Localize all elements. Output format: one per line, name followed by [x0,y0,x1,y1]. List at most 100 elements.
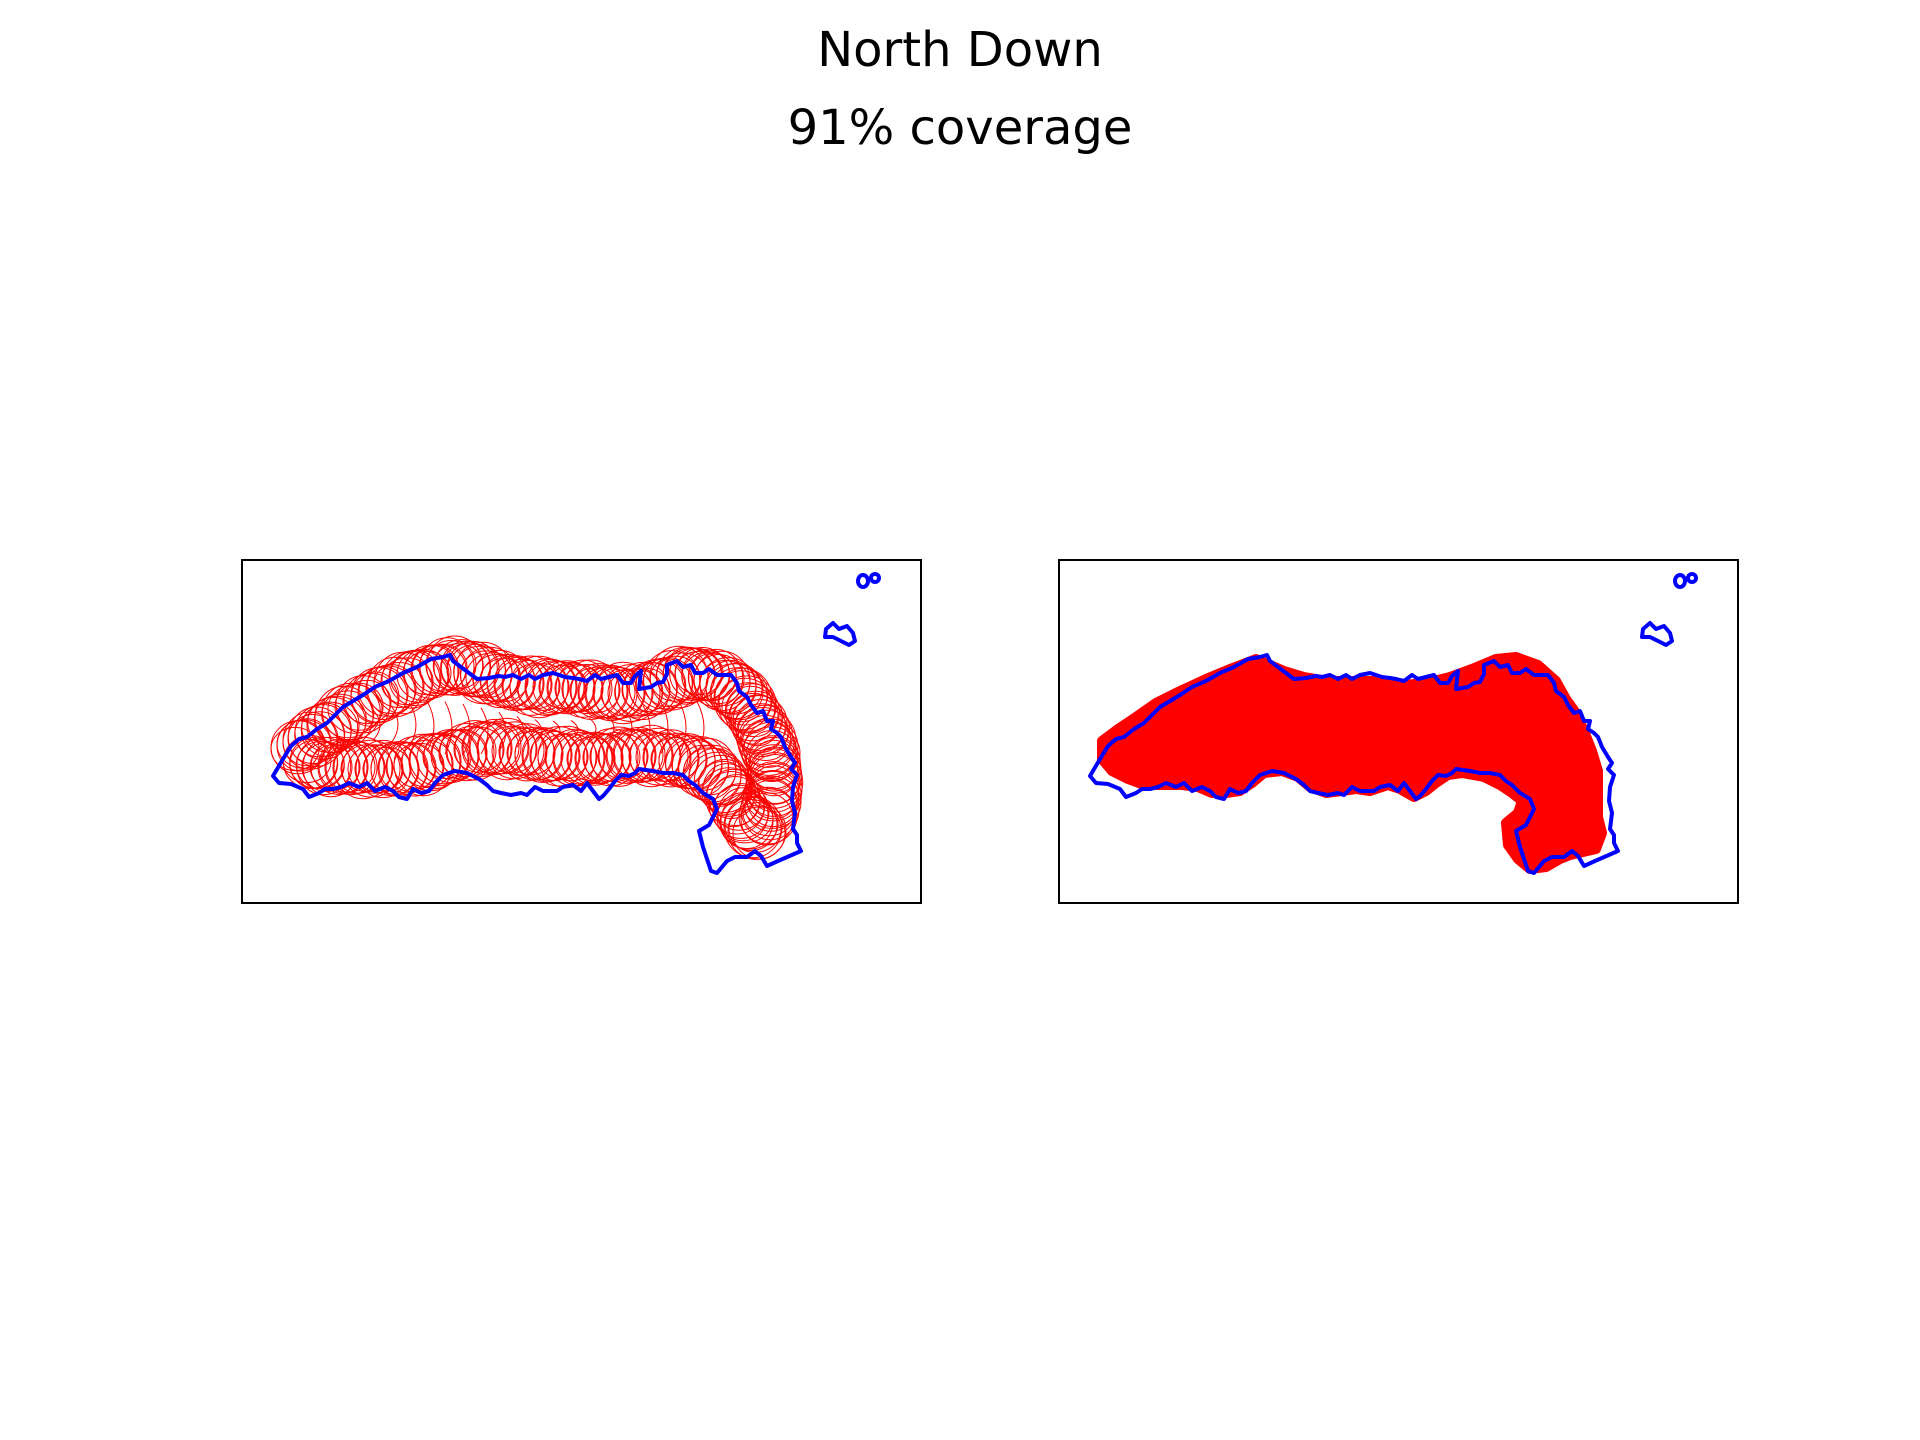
coverage-circle [377,741,429,796]
coverage-circle [327,684,383,734]
coverage-circle [733,703,791,755]
coverage-circle [729,692,779,738]
boundary-layer [271,572,881,875]
coverage-circle [620,729,674,782]
coverage-arc [696,701,705,755]
island-outline [1640,621,1674,647]
coverage-arc [624,709,633,747]
coverage-circle [333,736,393,800]
islet-outline [1673,573,1687,589]
coverage-circle [476,722,530,775]
coverage-circle [544,733,598,782]
coverage-circle [698,760,748,806]
coverage-circle [493,656,545,711]
coverage-circle [593,661,653,725]
coverage-circle [393,733,453,797]
coverage-circle [732,806,786,860]
coverage-circle [525,660,585,714]
coverage-circle [629,727,689,786]
coverage-circle [310,739,368,795]
coverage-circle [334,682,384,731]
coverage-circle [439,722,495,782]
coverage-arc [498,711,507,752]
map-right-svg [1088,572,1698,875]
coverage-circle [570,663,628,719]
coverage-circle [507,726,563,781]
coverage-circle [524,658,578,716]
coverage-circle [296,736,352,796]
island-outline [823,621,857,647]
coverage-arc [606,713,615,743]
coverage-area-layer [1097,652,1607,874]
coverage-arc [570,719,579,740]
coverage-circle [708,774,766,835]
coverage-circle [730,695,788,751]
boundary-layer [1088,572,1698,875]
coverage-arc [642,705,651,751]
coverage-arc [480,707,489,755]
coverage-circle [590,726,648,787]
coverage-circle [717,787,769,842]
merged-coverage-area [1097,652,1607,874]
coverage-circle [555,659,611,718]
coverage-circle [569,667,621,714]
coverage-arc [552,720,561,741]
coverage-circle [341,739,401,798]
coverage-arc [660,702,669,754]
boundary-outline [271,653,803,875]
coverage-circle [321,690,375,739]
coverage-arc [372,709,381,741]
coverage-circle [739,718,799,776]
coverage-circle [585,666,645,720]
coverage-circle [749,748,799,797]
coverage-circle [726,685,776,734]
coverage-circle [723,795,783,859]
coverage-circle [724,683,780,742]
coverage-circle [454,721,512,777]
coverage-circle [574,732,624,785]
coverage-circle [710,662,764,720]
coverage-circle [728,805,782,853]
coverage-circle [468,718,522,776]
coverage-circle [724,799,778,851]
coverage-circle [643,729,699,788]
coverage-arc [390,705,399,744]
boundary-outline [1088,653,1620,875]
coverage-circle [521,728,573,783]
coverage-circle [621,724,681,788]
coverage-circle [365,664,417,714]
coverage-circle [598,728,656,784]
coverage-circle [501,660,553,710]
coverage-circle [509,655,569,719]
coverage-arc [516,716,525,748]
coverage-circle [650,736,700,782]
coverage-circle [477,717,537,781]
coverage-circle [552,729,606,787]
coverage-circle [366,656,424,718]
coverage-arc [426,700,435,752]
map-panel-circles [241,559,922,904]
figure-title: North Down [817,22,1103,78]
coverage-circle [332,741,386,794]
coverage-circle [343,672,399,727]
coverage-circle [409,733,469,787]
coverage-circle [440,642,498,695]
coverage-arc [408,702,417,748]
coverage-circle [642,733,692,782]
coverage-arc [534,719,543,744]
coverage-circle [453,726,505,773]
coverage-circle [302,736,360,798]
coverage-arc [444,701,453,755]
islet-outline [856,573,870,589]
coverage-circle [306,696,360,754]
coverage-circle [529,731,581,781]
coverage-circle [502,655,560,716]
coverage-circle [517,658,577,716]
coverage-circle [577,664,629,719]
coverage-circle [712,783,770,839]
coverage-circle [514,727,572,783]
coverage-circles-layer [270,635,804,860]
coverage-subtitle: 91% coverage [787,100,1133,156]
coverage-circle [426,635,484,696]
coverage-circle [485,721,545,780]
